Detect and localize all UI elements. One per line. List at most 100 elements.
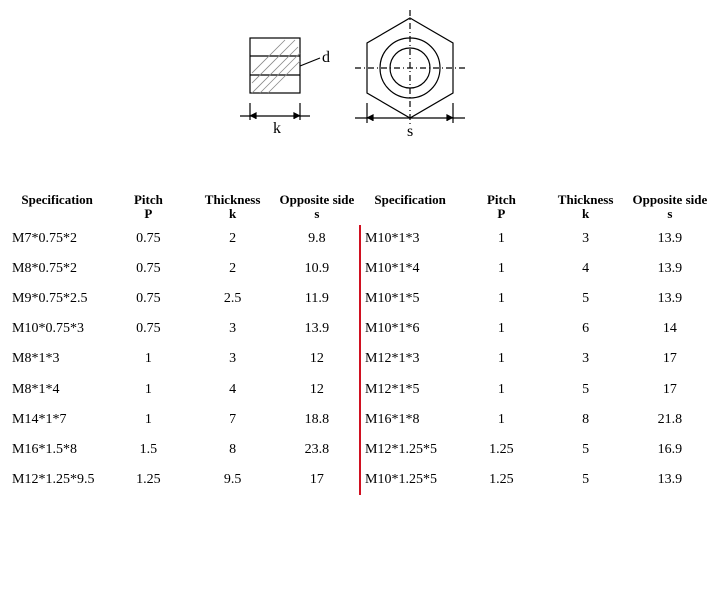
cell-pitch: 0.75 <box>106 224 190 254</box>
col-pitch: PitchP <box>459 191 543 224</box>
cell-spec: M10*1.25*5 <box>361 465 459 495</box>
cell-thickness: 5 <box>544 435 628 465</box>
cell-thickness: 3 <box>191 344 275 374</box>
cell-opposite: 17 <box>628 375 712 405</box>
cell-spec: M10*1*3 <box>361 224 459 254</box>
cell-opposite: 13.9 <box>628 465 712 495</box>
cell-opposite: 13.9 <box>628 284 712 314</box>
nut-diagram: k d s <box>8 8 712 173</box>
col-opposite: Opposite sides <box>628 191 712 224</box>
cell-thickness: 2 <box>191 254 275 284</box>
cell-pitch: 1.25 <box>459 465 543 495</box>
cell-thickness: 4 <box>191 375 275 405</box>
table-row: M8*1*31312 <box>8 344 359 374</box>
cell-thickness: 6 <box>544 314 628 344</box>
cell-spec: M9*0.75*2.5 <box>8 284 106 314</box>
cell-spec: M8*0.75*2 <box>8 254 106 284</box>
table-row: M12*1*51517 <box>361 375 712 405</box>
cell-opposite: 13.9 <box>628 224 712 254</box>
cell-thickness: 5 <box>544 465 628 495</box>
cell-pitch: 0.75 <box>106 254 190 284</box>
col-thickness: Thicknessk <box>544 191 628 224</box>
cell-opposite: 13.9 <box>275 314 359 344</box>
table-row: M10*1*61614 <box>361 314 712 344</box>
cell-opposite: 17 <box>275 465 359 495</box>
cell-opposite: 11.9 <box>275 284 359 314</box>
cell-spec: M10*0.75*3 <box>8 314 106 344</box>
cell-pitch: 0.75 <box>106 314 190 344</box>
cell-thickness: 4 <box>544 254 628 284</box>
table-row: M12*1.25*51.25516.9 <box>361 435 712 465</box>
cell-pitch: 1 <box>106 405 190 435</box>
cell-pitch: 1 <box>459 314 543 344</box>
cell-pitch: 1 <box>459 254 543 284</box>
spec-table-left: Specification PitchP Thicknessk Opposite… <box>8 191 359 495</box>
cell-opposite: 23.8 <box>275 435 359 465</box>
cell-pitch: 1.25 <box>106 465 190 495</box>
cell-pitch: 1 <box>106 375 190 405</box>
cell-thickness: 8 <box>191 435 275 465</box>
cell-spec: M8*1*3 <box>8 344 106 374</box>
cell-spec: M7*0.75*2 <box>8 224 106 254</box>
cell-thickness: 5 <box>544 375 628 405</box>
cell-opposite: 9.8 <box>275 224 359 254</box>
cell-opposite: 12 <box>275 375 359 405</box>
col-pitch: PitchP <box>106 191 190 224</box>
cell-thickness: 3 <box>191 314 275 344</box>
cell-opposite: 10.9 <box>275 254 359 284</box>
cell-spec: M8*1*4 <box>8 375 106 405</box>
table-row: M12*1*31317 <box>361 344 712 374</box>
dim-k: k <box>273 120 281 137</box>
cell-spec: M12*1.25*5 <box>361 435 459 465</box>
cell-thickness: 2 <box>191 224 275 254</box>
cell-opposite: 18.8 <box>275 405 359 435</box>
cell-thickness: 8 <box>544 405 628 435</box>
table-row: M9*0.75*2.50.752.511.9 <box>8 284 359 314</box>
dim-d: d <box>322 49 330 66</box>
cell-pitch: 1.25 <box>459 435 543 465</box>
table-row: M7*0.75*20.7529.8 <box>8 224 359 254</box>
cell-thickness: 9.5 <box>191 465 275 495</box>
cell-spec: M12*1*3 <box>361 344 459 374</box>
cell-pitch: 1.5 <box>106 435 190 465</box>
table-row: M10*1*31313.9 <box>361 224 712 254</box>
table-row: M14*1*71718.8 <box>8 405 359 435</box>
cell-pitch: 1 <box>106 344 190 374</box>
table-row: M10*0.75*30.75313.9 <box>8 314 359 344</box>
spec-tables: Specification PitchP Thicknessk Opposite… <box>8 191 712 495</box>
col-thickness: Thicknessk <box>191 191 275 224</box>
cell-thickness: 3 <box>544 224 628 254</box>
cell-opposite: 16.9 <box>628 435 712 465</box>
cell-pitch: 1 <box>459 344 543 374</box>
cell-pitch: 1 <box>459 375 543 405</box>
cell-thickness: 2.5 <box>191 284 275 314</box>
cell-opposite: 13.9 <box>628 254 712 284</box>
cell-thickness: 5 <box>544 284 628 314</box>
cell-opposite: 17 <box>628 344 712 374</box>
table-row: M10*1.25*51.25513.9 <box>361 465 712 495</box>
table-row: M10*1*51513.9 <box>361 284 712 314</box>
cell-spec: M10*1*4 <box>361 254 459 284</box>
cell-pitch: 1 <box>459 224 543 254</box>
table-row: M10*1*41413.9 <box>361 254 712 284</box>
cell-pitch: 0.75 <box>106 284 190 314</box>
cell-spec: M14*1*7 <box>8 405 106 435</box>
spec-table-right: Specification PitchP Thicknessk Opposite… <box>361 191 712 495</box>
cell-pitch: 1 <box>459 405 543 435</box>
table-row: M16*1*81821.8 <box>361 405 712 435</box>
cell-spec: M12*1.25*9.5 <box>8 465 106 495</box>
cell-spec: M16*1*8 <box>361 405 459 435</box>
cell-pitch: 1 <box>459 284 543 314</box>
table-row: M12*1.25*9.51.259.517 <box>8 465 359 495</box>
cell-spec: M16*1.5*8 <box>8 435 106 465</box>
table-row: M8*1*41412 <box>8 375 359 405</box>
col-spec: Specification <box>361 191 459 224</box>
cell-thickness: 3 <box>544 344 628 374</box>
col-opposite: Opposite sides <box>275 191 359 224</box>
cell-spec: M10*1*6 <box>361 314 459 344</box>
dim-s: s <box>407 123 413 140</box>
cell-opposite: 21.8 <box>628 405 712 435</box>
cell-spec: M12*1*5 <box>361 375 459 405</box>
cell-thickness: 7 <box>191 405 275 435</box>
cell-opposite: 12 <box>275 344 359 374</box>
